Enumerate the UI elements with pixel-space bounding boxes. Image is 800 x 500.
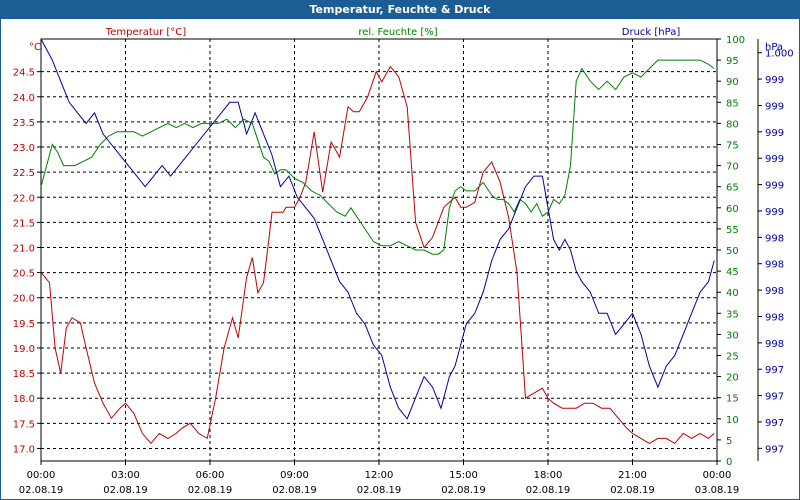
x-tick-date: 02.08.19 xyxy=(610,485,655,496)
temperature-tick-label: 24.5 xyxy=(13,68,35,79)
temperature-tick-label: 19.0 xyxy=(13,344,35,355)
temperature-line xyxy=(40,65,715,445)
pressure-axis: 997 997 997 997 998 998 998 998 998 999 999 999 999 9… xyxy=(757,39,794,461)
pressure-tick-label: 998 xyxy=(765,233,784,244)
x-tick-time: 06:00 xyxy=(196,470,225,481)
legend-pressure: Druck [hPa] xyxy=(622,27,681,38)
series-group xyxy=(40,38,715,445)
pressure-tick-label: 999 xyxy=(765,181,784,192)
x-tick-time: 00:00 xyxy=(703,470,732,481)
x-tick-time: 03:00 xyxy=(111,470,140,481)
x-tick-date: 02.08.19 xyxy=(526,485,571,496)
humidity-tick-label: 85 xyxy=(726,98,739,109)
pressure-tick-label: 998 xyxy=(765,312,784,323)
humidity-tick-label: 90 xyxy=(726,77,739,88)
x-tick-time: 21:00 xyxy=(618,470,647,481)
x-tick-date: 02.08.19 xyxy=(19,485,64,496)
legend-humidity: rel. Feuchte [%] xyxy=(358,27,437,38)
humidity-tick-label: 35 xyxy=(726,309,739,320)
humidity-axis: 0 5 10 15 20 25 30 35 40 45 50 55 60 65 70 75 80 85 90 95 10… xyxy=(717,35,745,468)
humidity-tick-label: 60 xyxy=(726,204,739,215)
pressure-tick-label: 999 xyxy=(765,75,784,86)
window-title: Temperatur, Feuchte & Druck xyxy=(1,1,799,19)
temperature-tick-label: 20.0 xyxy=(13,294,35,305)
pressure-tick-label: 999 xyxy=(765,128,784,139)
x-tick-date: 02.08.19 xyxy=(357,485,402,496)
humidity-tick-label: 75 xyxy=(726,141,739,152)
pressure-tick-label: 997 xyxy=(765,365,784,376)
temperature-tick-label: 23.0 xyxy=(13,143,35,154)
humidity-tick-label: 65 xyxy=(726,183,739,194)
x-tick-date: 02.08.19 xyxy=(188,485,233,496)
temperature-unit-label: °C xyxy=(29,42,41,53)
humidity-tick-label: 45 xyxy=(726,267,739,278)
pressure-tick-label: 998 xyxy=(765,286,784,297)
humidity-tick-label: 95 xyxy=(726,56,739,67)
temperature-tick-label: 17.5 xyxy=(13,419,35,430)
pressure-tick-label: 997 xyxy=(765,444,784,455)
humidity-tick-label: 20 xyxy=(726,373,739,384)
humidity-line xyxy=(40,59,715,255)
temperature-tick-label: 20.5 xyxy=(13,269,35,280)
x-tick-date: 02.08.19 xyxy=(272,485,317,496)
x-tick-date: 03.08.19 xyxy=(695,485,740,496)
pressure-line xyxy=(40,38,715,420)
temperature-tick-label: 21.5 xyxy=(13,218,35,229)
temperature-tick-label: 22.0 xyxy=(13,193,35,204)
temperature-tick-label: 21.0 xyxy=(13,243,35,254)
pressure-tick-label: 998 xyxy=(765,260,784,271)
humidity-tick-label: 5 xyxy=(726,436,732,447)
pressure-tick-label: 999 xyxy=(765,154,784,165)
temperature-tick-label: 22.5 xyxy=(13,168,35,179)
temperature-tick-label: 24.0 xyxy=(13,93,35,104)
pressure-tick-label: 998 xyxy=(765,339,784,350)
time-axis: 00:00 02.08.19 03:00 02.08.19 06:00 02.08.19 0… xyxy=(19,461,740,496)
temperature-tick-label: 23.5 xyxy=(13,118,35,129)
pressure-unit-label: hPa xyxy=(765,42,783,53)
x-tick-time: 15:00 xyxy=(449,470,478,481)
x-tick-date: 02.08.19 xyxy=(441,485,486,496)
humidity-tick-label: 10 xyxy=(726,415,739,426)
x-tick-time: 09:00 xyxy=(280,470,309,481)
humidity-tick-label: 70 xyxy=(726,162,739,173)
humidity-tick-label: 100 xyxy=(726,35,745,46)
pressure-tick-label: 997 xyxy=(765,418,784,429)
humidity-tick-label: 40 xyxy=(726,288,739,299)
x-tick-date: 02.08.19 xyxy=(103,485,148,496)
temperature-tick-label: 18.5 xyxy=(13,369,35,380)
x-tick-time: 00:00 xyxy=(27,470,56,481)
pressure-tick-label: 999 xyxy=(765,101,784,112)
humidity-tick-label: 80 xyxy=(726,119,739,130)
humidity-tick-label: 15 xyxy=(726,394,739,405)
temperature-tick-label: 19.5 xyxy=(13,319,35,330)
humidity-tick-label: 0 xyxy=(726,457,732,468)
x-tick-time: 18:00 xyxy=(534,470,563,481)
humidity-tick-label: 25 xyxy=(726,352,739,363)
humidity-tick-label: 55 xyxy=(726,225,739,236)
x-tick-time: 12:00 xyxy=(365,470,394,481)
temperature-tick-label: 18.0 xyxy=(13,394,35,405)
humidity-tick-label: 50 xyxy=(726,246,739,257)
humidity-tick-label: 30 xyxy=(726,330,739,341)
temperature-axis: 17.0 17.5 18.0 18.5 19.0 19.5 20.0 20.5 21.0 21.5… xyxy=(13,68,41,455)
temperature-tick-label: 17.0 xyxy=(13,444,35,455)
legend-temperature: Temperatur [°C] xyxy=(105,27,186,38)
grid-lines xyxy=(41,39,717,461)
pressure-tick-label: 997 xyxy=(765,392,784,403)
pressure-tick-label: 1.000 xyxy=(765,49,794,60)
pressure-tick-label: 999 xyxy=(765,207,784,218)
